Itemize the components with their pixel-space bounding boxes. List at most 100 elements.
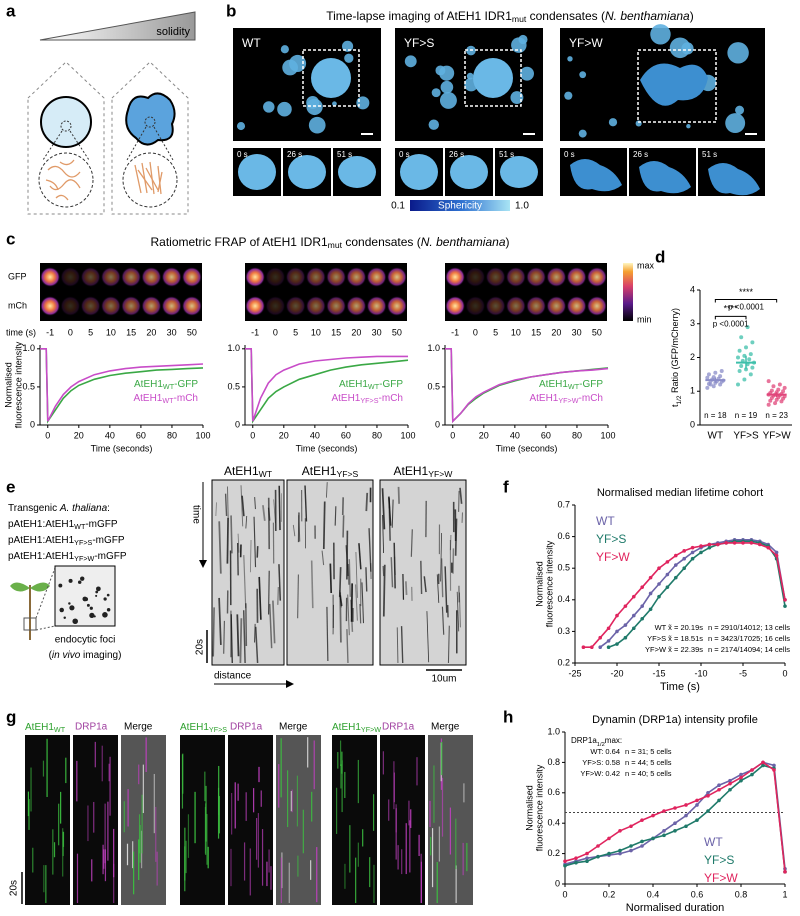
point <box>716 542 720 547</box>
point <box>782 385 787 390</box>
point <box>695 818 699 822</box>
point <box>739 335 744 340</box>
y-tick-label: 0.4 <box>547 818 560 828</box>
kymograph-title-part: AtEH1 <box>302 464 337 478</box>
colorbar-min: min <box>637 314 652 324</box>
kymograph-title: AtEH1YF>W <box>394 464 454 479</box>
annotation: WT: 0.64 <box>590 747 620 756</box>
arrow-head <box>286 680 294 688</box>
focus <box>96 586 101 592</box>
point <box>648 591 653 596</box>
frap-frame <box>305 267 326 287</box>
y-tick-label: 0.5 <box>227 381 240 391</box>
point <box>632 626 636 631</box>
condensate <box>511 37 527 53</box>
frap-frame <box>285 296 306 316</box>
point <box>563 863 567 868</box>
frap-frame <box>265 267 286 287</box>
point <box>574 860 578 865</box>
track <box>345 545 349 577</box>
panel-label: g <box>6 707 16 726</box>
condensate <box>570 159 622 192</box>
track <box>278 564 282 601</box>
annotation: YF>W: 0.42 <box>580 769 620 778</box>
track <box>454 518 458 556</box>
colorbar-min: 0.1 <box>391 201 405 212</box>
x-tick-label: 100 <box>600 430 615 440</box>
point <box>690 545 695 550</box>
x-axis-label: Time (seconds) <box>91 443 153 453</box>
channel-label: AtEH1YF>W <box>332 722 381 734</box>
time-label: 0 <box>473 327 478 337</box>
time-label: 26 s <box>633 150 648 159</box>
track <box>365 567 368 592</box>
row-label: GFP <box>8 271 27 281</box>
point <box>758 542 762 547</box>
point <box>776 387 781 392</box>
y-axis-label: t1/2 Ratio (GFP/mCherry) <box>670 308 682 407</box>
channel-label-part: AtEH1 <box>25 722 54 733</box>
track <box>249 540 252 573</box>
time-label: 30 <box>372 327 382 337</box>
x-tick-label: 0.4 <box>647 889 660 899</box>
track <box>292 524 296 537</box>
frap-frame <box>181 296 202 316</box>
track <box>321 550 325 566</box>
significance-stars: **** <box>724 304 739 314</box>
track <box>254 626 259 664</box>
point <box>772 763 776 768</box>
focus <box>95 590 99 594</box>
track <box>239 618 243 664</box>
point <box>598 645 602 649</box>
point <box>748 352 753 357</box>
point <box>640 604 644 608</box>
track <box>240 485 244 527</box>
condensate <box>708 163 760 196</box>
point <box>773 401 778 406</box>
condensate <box>564 91 573 100</box>
point <box>684 813 688 818</box>
frap-frame <box>141 296 162 316</box>
track <box>334 506 337 526</box>
point <box>766 402 771 407</box>
point <box>581 645 586 649</box>
text-line-part: -mGFP <box>85 519 118 530</box>
focus <box>102 612 108 618</box>
condensate <box>288 54 307 73</box>
legend-label: AtEH1WT-mCh <box>133 393 198 405</box>
legend-label-part: WT <box>163 382 175 391</box>
point <box>657 594 661 599</box>
bracket <box>714 315 747 320</box>
x-tick-label: 0 <box>782 668 787 678</box>
point <box>748 372 753 377</box>
condensate <box>473 58 513 98</box>
annotation: n = 2910/14012; 13 cells <box>708 623 790 632</box>
panel-title-part: condensates ( <box>342 235 421 249</box>
point <box>640 585 644 589</box>
time-label: 51 s <box>337 150 352 159</box>
track <box>355 584 358 621</box>
distance-label: distance <box>214 671 252 682</box>
bracket <box>714 298 778 303</box>
panel-label: d <box>655 247 665 266</box>
track <box>382 564 386 617</box>
x-tick-label: 100 <box>195 430 210 440</box>
frap-frame <box>161 296 182 316</box>
annotation: n = 40; 5 cells <box>625 769 672 778</box>
track <box>382 514 384 554</box>
x-tick-label: -25 <box>568 668 581 678</box>
track <box>388 496 392 526</box>
frap-frame <box>181 267 202 287</box>
point <box>598 635 602 640</box>
track <box>310 560 314 609</box>
track <box>236 614 240 657</box>
chart-title: Normalised median lifetime cohort <box>597 487 763 499</box>
legend-label: AtEH1YF>S-mCh <box>331 393 403 405</box>
legend-label-part: AtEH1 <box>529 393 558 404</box>
point <box>574 856 578 860</box>
panel-title-part: N. benthamiana <box>605 9 690 23</box>
x-tick-label: 20 <box>479 430 489 440</box>
point <box>662 833 666 838</box>
channel-label: DRP1a <box>230 722 263 733</box>
frap-frame <box>161 267 182 287</box>
